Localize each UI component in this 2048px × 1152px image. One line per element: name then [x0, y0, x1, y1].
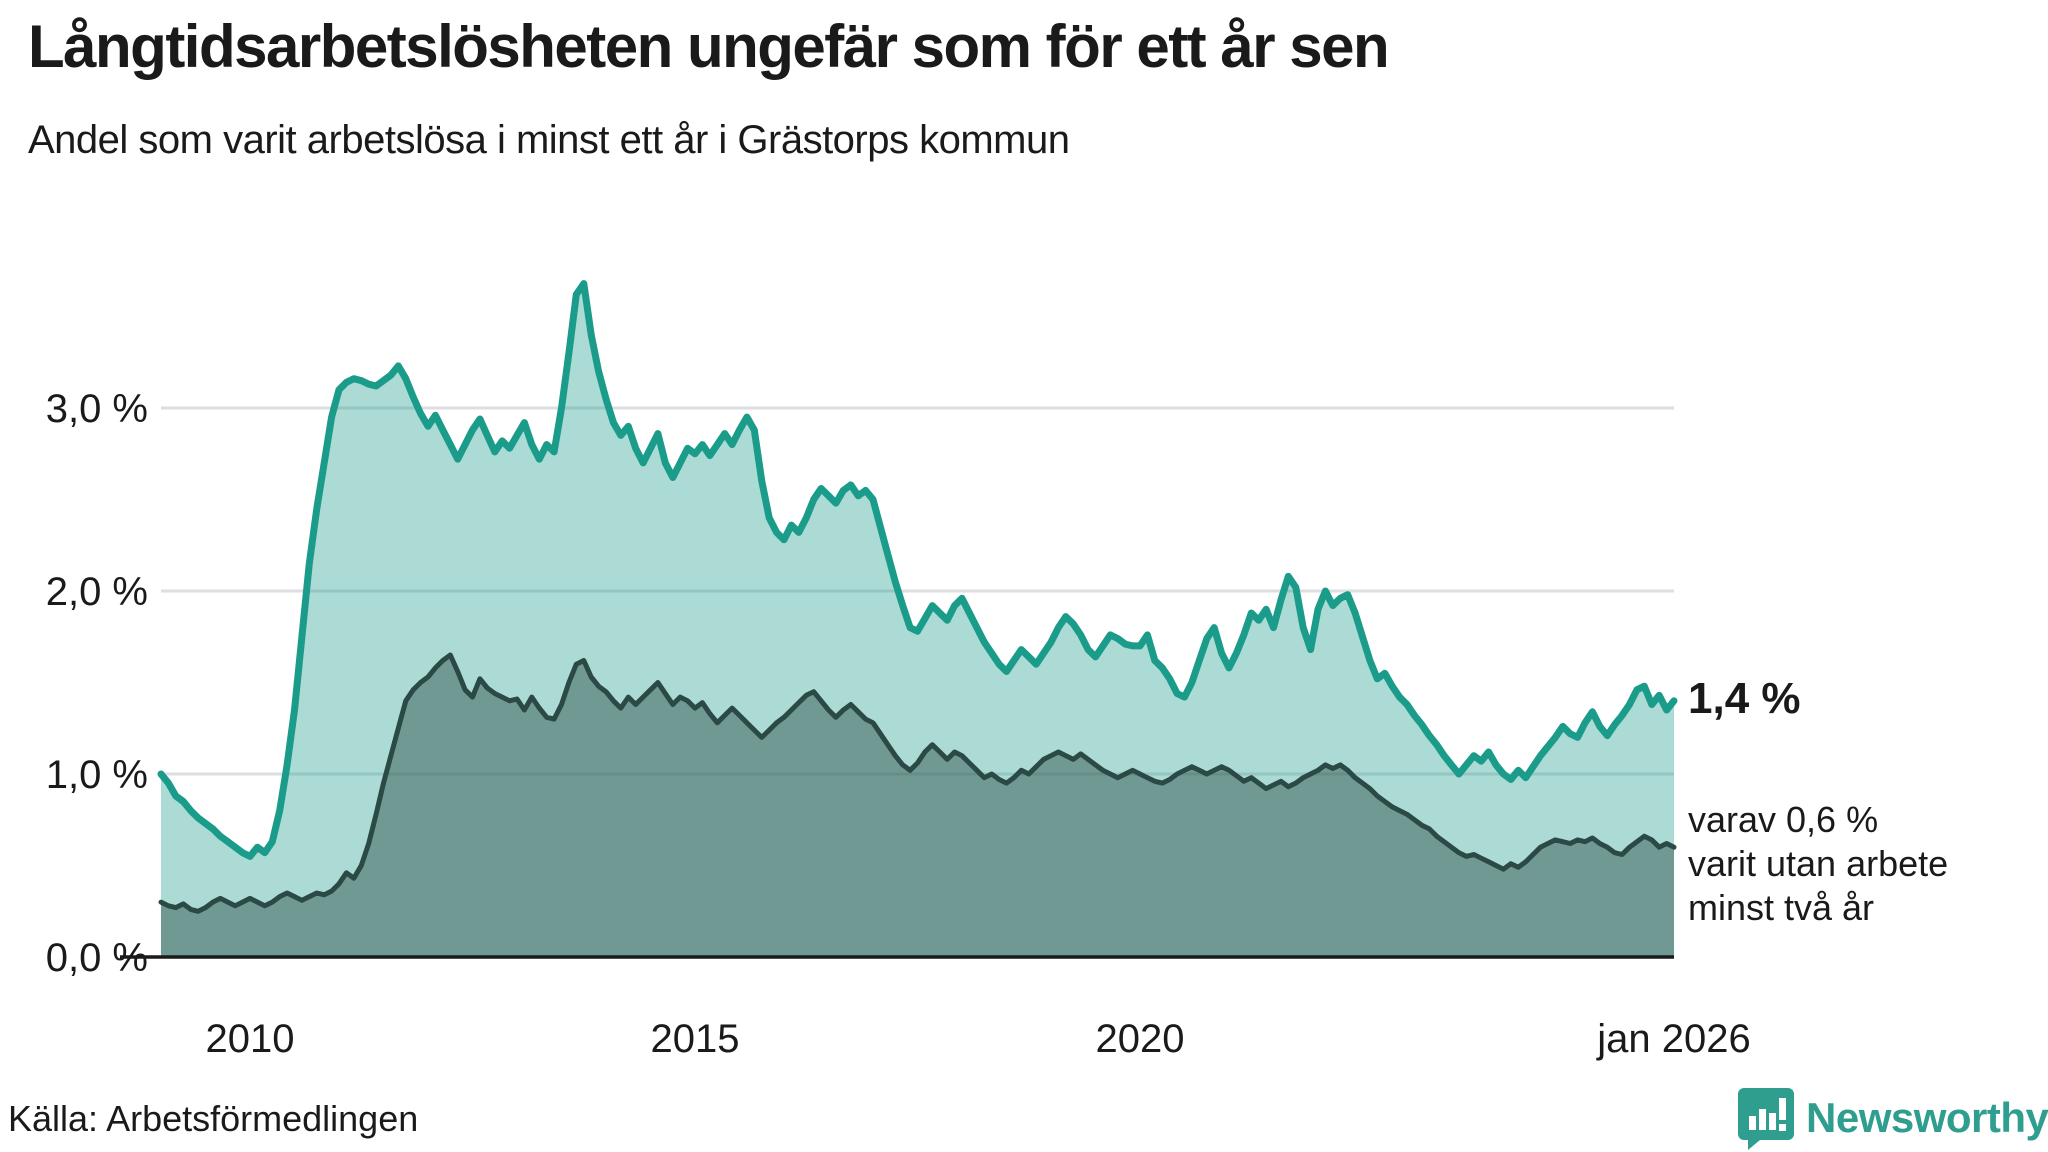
two-year-note-line1: varav 0,6 % [1688, 799, 1879, 840]
y-axis-label-1pct: 1,0 % [46, 753, 148, 797]
two-year-note-line2: varit utan arbete [1688, 843, 1949, 884]
latest-value-label: 1,4 % [1688, 674, 1801, 723]
newsworthy-logo: Newsworthy [1738, 1086, 2048, 1150]
x-axis-label-2026: jan 2026 [1596, 1017, 1750, 1061]
y-axis-label-2pct: 2,0 % [46, 570, 148, 614]
two-year-line [158, 652, 1677, 914]
y-axis-label-3pct: 3,0 % [46, 387, 148, 431]
x-axis-label-2015: 2015 [651, 1017, 740, 1061]
newsworthy-logo-icon [1738, 1088, 1794, 1150]
two-year-note: varav 0,6 % varit utan arbete minst två … [1688, 798, 1948, 930]
one-year-line [157, 280, 1678, 860]
y-axis-label-0pct: 0,0 % [46, 936, 148, 980]
two-year-area-fill [161, 655, 1674, 957]
x-axis-label-2020: 2020 [1096, 1017, 1185, 1061]
two-year-note-line3: minst två år [1688, 887, 1875, 928]
source-attribution: Källa: Arbetsförmedlingen [8, 1098, 419, 1139]
x-axis-label-2010: 2010 [206, 1017, 295, 1061]
page-subtitle: Andel som varit arbetslösa i minst ett å… [28, 118, 1070, 162]
page-title: Långtidsarbetslösheten ungefär som för e… [28, 13, 1390, 80]
one-year-area-fill [161, 283, 1674, 958]
newsworthy-logo-text: Newsworthy [1806, 1094, 2048, 1141]
